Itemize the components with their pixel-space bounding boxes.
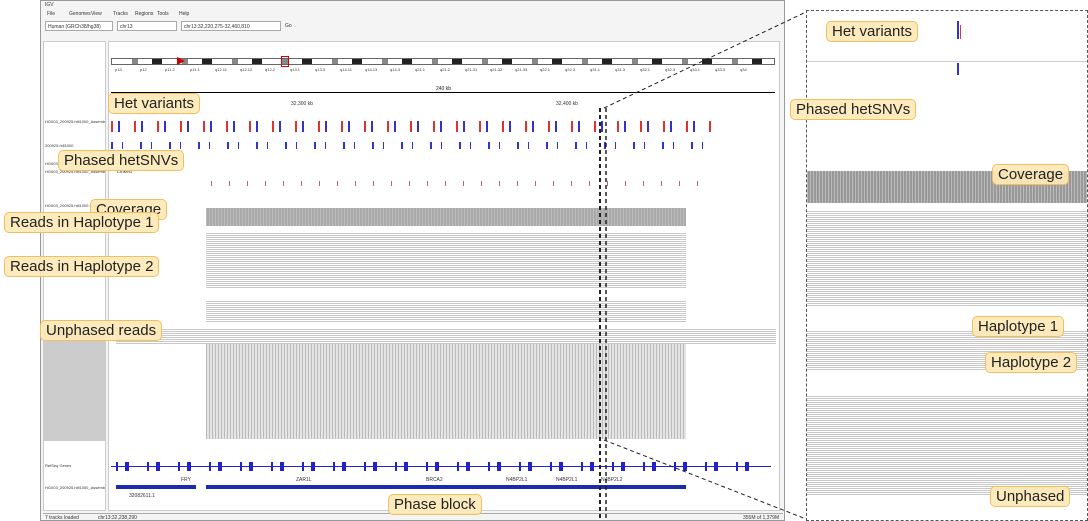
zoom-annotation: Unphased: [990, 486, 1070, 507]
annotation: Phased hetSNVs: [58, 150, 184, 171]
zoom-annotation: Haplotype 1: [972, 316, 1064, 337]
zoom-annotation: Het variants: [826, 21, 918, 42]
zoom-connector: [604, 440, 806, 519]
zoom-connector: [604, 12, 806, 108]
annotation: Reads in Haplotype 2: [4, 256, 159, 277]
annotation: Reads in Haplotype 1: [4, 212, 159, 233]
zoom-annotation: Phased hetSNVs: [790, 99, 916, 120]
connector-lines: [0, 0, 1088, 521]
annotation: Unphased reads: [40, 320, 162, 341]
zoom-annotation: Haplotype 2: [985, 352, 1077, 373]
zoom-annotation: Coverage: [992, 164, 1069, 185]
annotation: Het variants: [108, 93, 200, 114]
annotation: Phase block: [388, 494, 482, 515]
page: IGV FileGenomesViewTracksRegionsToolsHel…: [0, 0, 1088, 521]
